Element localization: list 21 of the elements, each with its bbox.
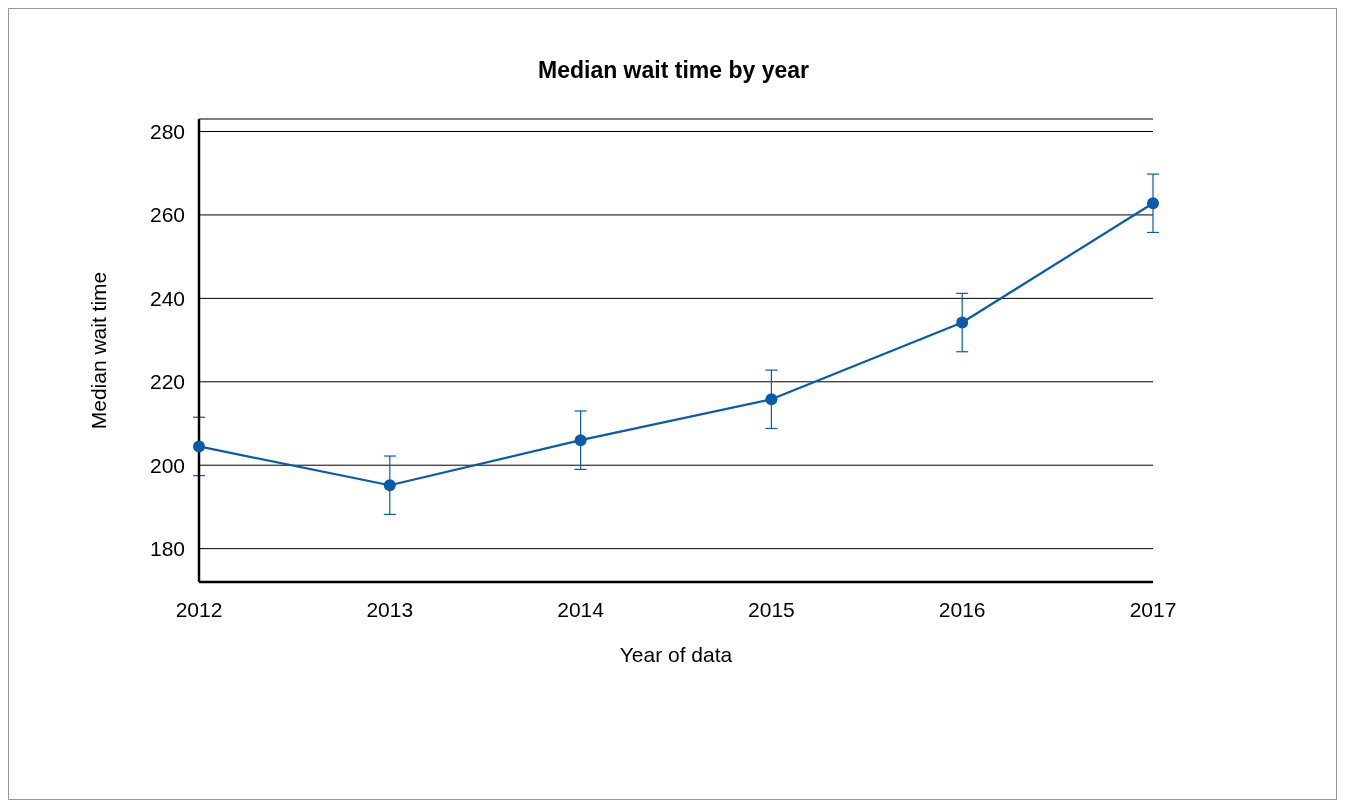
x-tick-label: 2014 bbox=[557, 597, 605, 621]
y-tick-label: 180 bbox=[149, 537, 185, 561]
x-tick-label: 2012 bbox=[175, 597, 223, 621]
point bbox=[193, 440, 205, 453]
y-tick-label: 220 bbox=[149, 370, 185, 394]
point bbox=[956, 316, 969, 329]
y-tick-label: 260 bbox=[149, 203, 185, 227]
point bbox=[765, 393, 778, 406]
x-tick-label: 2013 bbox=[366, 597, 414, 621]
chart-title: Median wait time by year bbox=[537, 57, 810, 84]
x-tick-label: 2016 bbox=[938, 597, 986, 621]
x-axis-title: Year of data bbox=[619, 643, 733, 666]
point bbox=[1147, 197, 1159, 210]
y-tick-label: 280 bbox=[149, 119, 185, 143]
y-axis-title: Median wait time bbox=[87, 271, 111, 430]
point bbox=[383, 479, 396, 492]
x-tick-label: 2015 bbox=[748, 597, 795, 621]
y-tick-label: 200 bbox=[149, 453, 185, 477]
point bbox=[574, 434, 587, 447]
y-tick-label: 240 bbox=[149, 286, 185, 310]
x-tick-label: 2017 bbox=[1129, 597, 1177, 621]
